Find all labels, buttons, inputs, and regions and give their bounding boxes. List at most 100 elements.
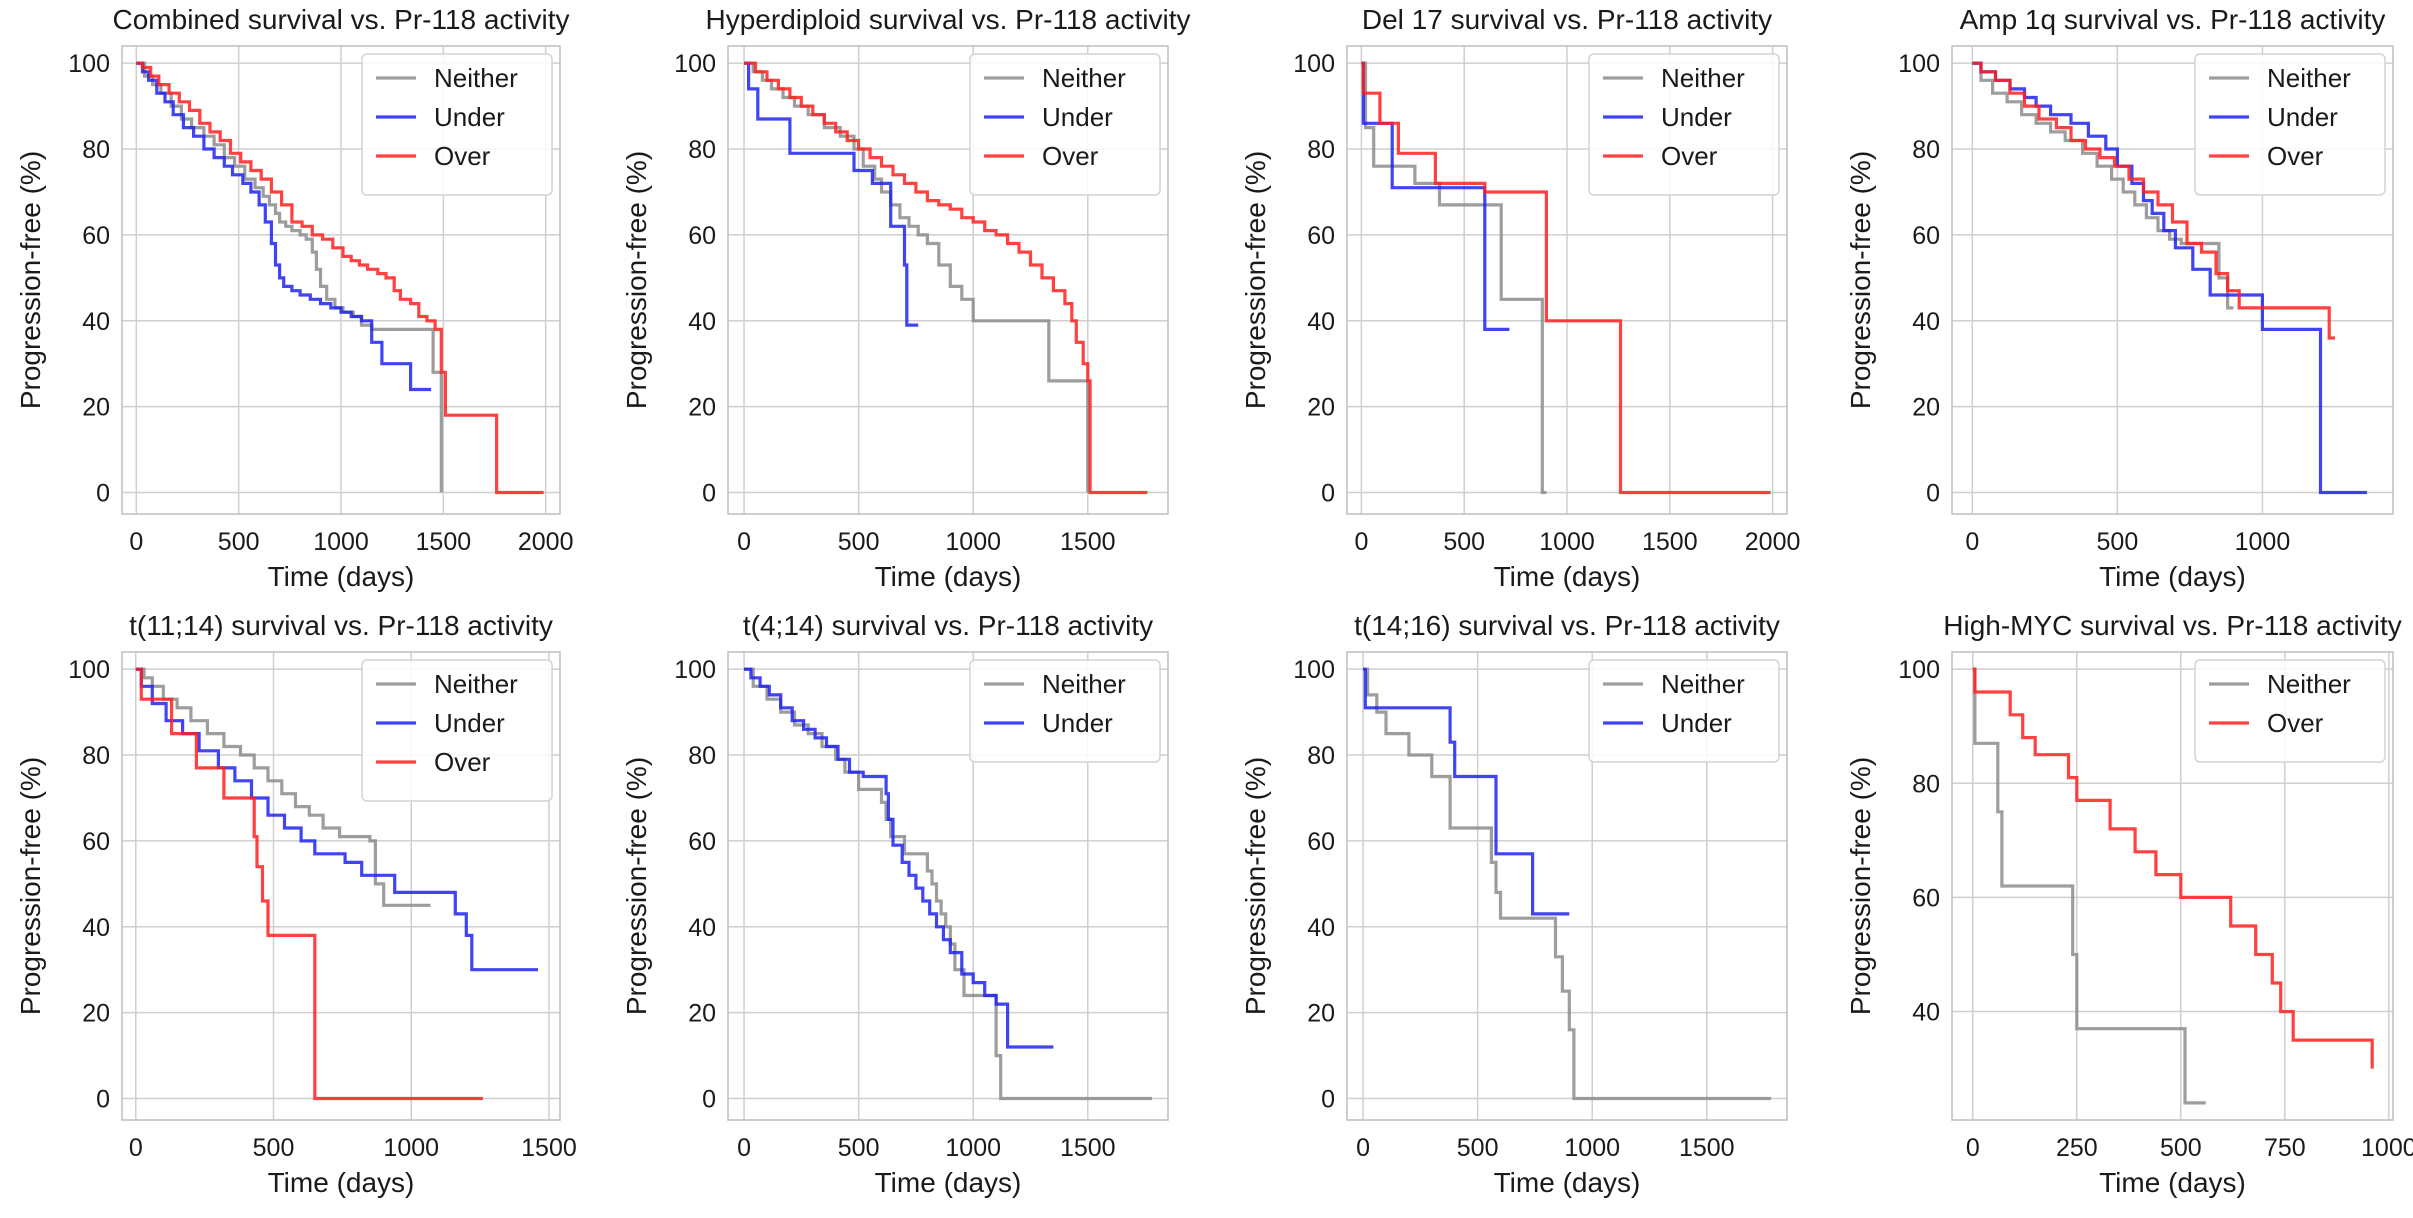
- y-tick-label: 20: [1912, 394, 1940, 422]
- y-tick-label: 60: [1307, 222, 1335, 250]
- y-axis-label: Progression-free (%): [621, 151, 652, 409]
- x-tick-label: 1000: [2361, 1134, 2413, 1162]
- legend-label: Under: [434, 708, 505, 738]
- legend: Neither Under Over: [361, 53, 553, 196]
- x-axis-label: Time (days): [1494, 561, 1641, 592]
- y-tick-label: 100: [674, 656, 716, 684]
- y-axis-label: Progression-free (%): [1240, 151, 1271, 409]
- plot-frame: [1951, 651, 2394, 1121]
- y-tick-label: 0: [1321, 1086, 1335, 1114]
- x-tick-label: 2000: [1745, 528, 1801, 556]
- y-tick-label: 40: [1307, 308, 1335, 336]
- series-line-under: [135, 667, 538, 972]
- legend-label: Under: [1042, 708, 1113, 738]
- chart-panel-4: 0 500 1000 0 20 40 60 80 100 Amp 1q survival vs. …: [1845, 4, 2394, 592]
- legend-label: Neither: [2267, 669, 2351, 699]
- y-tick-label: 100: [68, 50, 110, 78]
- y-tick-label: 40: [688, 308, 716, 336]
- plot-frame: [727, 45, 1169, 515]
- chart-title: t(14;16) survival vs. Pr-118 activity: [1354, 610, 1780, 641]
- legend-label: Under: [2267, 102, 2338, 132]
- x-axis-label: Time (days): [2099, 1167, 2246, 1198]
- legend-label: Over: [2267, 141, 2324, 171]
- chart-title: Hyperdiploid survival vs. Pr-118 activit…: [706, 4, 1191, 35]
- x-tick-label: 1000: [1539, 528, 1595, 556]
- series-line-over: [1972, 667, 2374, 1069]
- y-axis-label: Progression-free (%): [1845, 757, 1876, 1015]
- series-line-under: [1363, 667, 1570, 916]
- x-tick-label: 0: [737, 528, 751, 556]
- y-tick-label: 80: [688, 136, 716, 164]
- legend-label: Neither: [2267, 63, 2351, 93]
- y-tick-label: 0: [702, 480, 716, 508]
- x-axis-label: Time (days): [2099, 561, 2246, 592]
- y-tick-label: 80: [688, 742, 716, 770]
- x-tick-label: 1000: [945, 528, 1001, 556]
- x-tick-label: 1500: [416, 528, 472, 556]
- x-tick-label: 1000: [2235, 528, 2291, 556]
- x-axis-label: Time (days): [875, 1167, 1022, 1198]
- legend-label: Under: [1661, 708, 1732, 738]
- x-tick-label: 500: [838, 528, 880, 556]
- y-tick-label: 60: [688, 828, 716, 856]
- x-tick-label: 500: [838, 1134, 880, 1162]
- x-tick-label: 500: [1443, 528, 1485, 556]
- y-tick-label: 40: [1912, 308, 1940, 336]
- y-tick-label: 80: [82, 742, 110, 770]
- x-tick-label: 1500: [1060, 528, 1116, 556]
- series-line-neither: [1361, 61, 1547, 495]
- y-tick-label: 100: [1293, 656, 1335, 684]
- legend-label: Over: [1042, 141, 1099, 171]
- legend: Neither Under Over: [2194, 53, 2386, 196]
- y-tick-label: 60: [1912, 222, 1940, 250]
- plot-frame: [121, 651, 561, 1121]
- x-tick-label: 500: [1457, 1134, 1499, 1162]
- y-tick-label: 100: [1898, 50, 1940, 78]
- plot-frame: [121, 45, 561, 515]
- series-line-under: [744, 61, 919, 327]
- y-tick-label: 0: [702, 1086, 716, 1114]
- plot-frame: [1346, 651, 1788, 1121]
- legend-label: Neither: [1042, 63, 1126, 93]
- x-axis-label: Time (days): [875, 561, 1022, 592]
- x-axis-label: Time (days): [1494, 1167, 1641, 1198]
- x-tick-label: 1000: [945, 1134, 1001, 1162]
- legend-label: Over: [2267, 708, 2324, 738]
- legend-label: Neither: [1661, 669, 1745, 699]
- legend: Neither Over: [2194, 659, 2386, 763]
- x-tick-label: 1500: [1679, 1134, 1735, 1162]
- y-tick-label: 40: [1307, 914, 1335, 942]
- plot-frame: [1346, 45, 1788, 515]
- series-line-neither: [1972, 667, 2206, 1105]
- x-tick-label: 1500: [1642, 528, 1698, 556]
- y-tick-label: 60: [82, 222, 110, 250]
- chart-title: High-MYC survival vs. Pr-118 activity: [1943, 610, 2401, 641]
- series-line-under: [1361, 61, 1510, 331]
- legend-label: Over: [434, 141, 491, 171]
- y-axis-label: Progression-free (%): [15, 757, 46, 1015]
- y-tick-label: 80: [82, 136, 110, 164]
- y-tick-label: 20: [688, 1000, 716, 1028]
- series-line-under: [744, 667, 1054, 1049]
- y-tick-label: 20: [1307, 1000, 1335, 1028]
- chart-title: t(11;14) survival vs. Pr-118 activity: [129, 610, 553, 641]
- chart-panel-5: 0 500 1000 1500 0 20 40 60 80 100 t(11;14) surviva…: [15, 610, 577, 1198]
- legend-box: [1588, 53, 1780, 196]
- series-line-over: [1361, 61, 1771, 495]
- y-axis-label: Progression-free (%): [15, 151, 46, 409]
- legend-box: [361, 53, 553, 196]
- x-tick-label: 0: [129, 1134, 143, 1162]
- y-tick-label: 80: [1307, 136, 1335, 164]
- y-axis-label: Progression-free (%): [621, 757, 652, 1015]
- y-tick-label: 40: [1912, 999, 1940, 1027]
- x-tick-label: 500: [2160, 1134, 2202, 1162]
- series-line-over: [1972, 61, 2335, 340]
- chart-title: Del 17 survival vs. Pr-118 activity: [1362, 4, 1772, 35]
- series-line-over: [135, 667, 483, 1101]
- y-tick-label: 0: [1321, 480, 1335, 508]
- legend-box: [361, 659, 553, 802]
- x-tick-label: 0: [1354, 528, 1368, 556]
- y-tick-label: 40: [82, 308, 110, 336]
- legend-label: Under: [1661, 102, 1732, 132]
- x-tick-label: 1000: [1564, 1134, 1620, 1162]
